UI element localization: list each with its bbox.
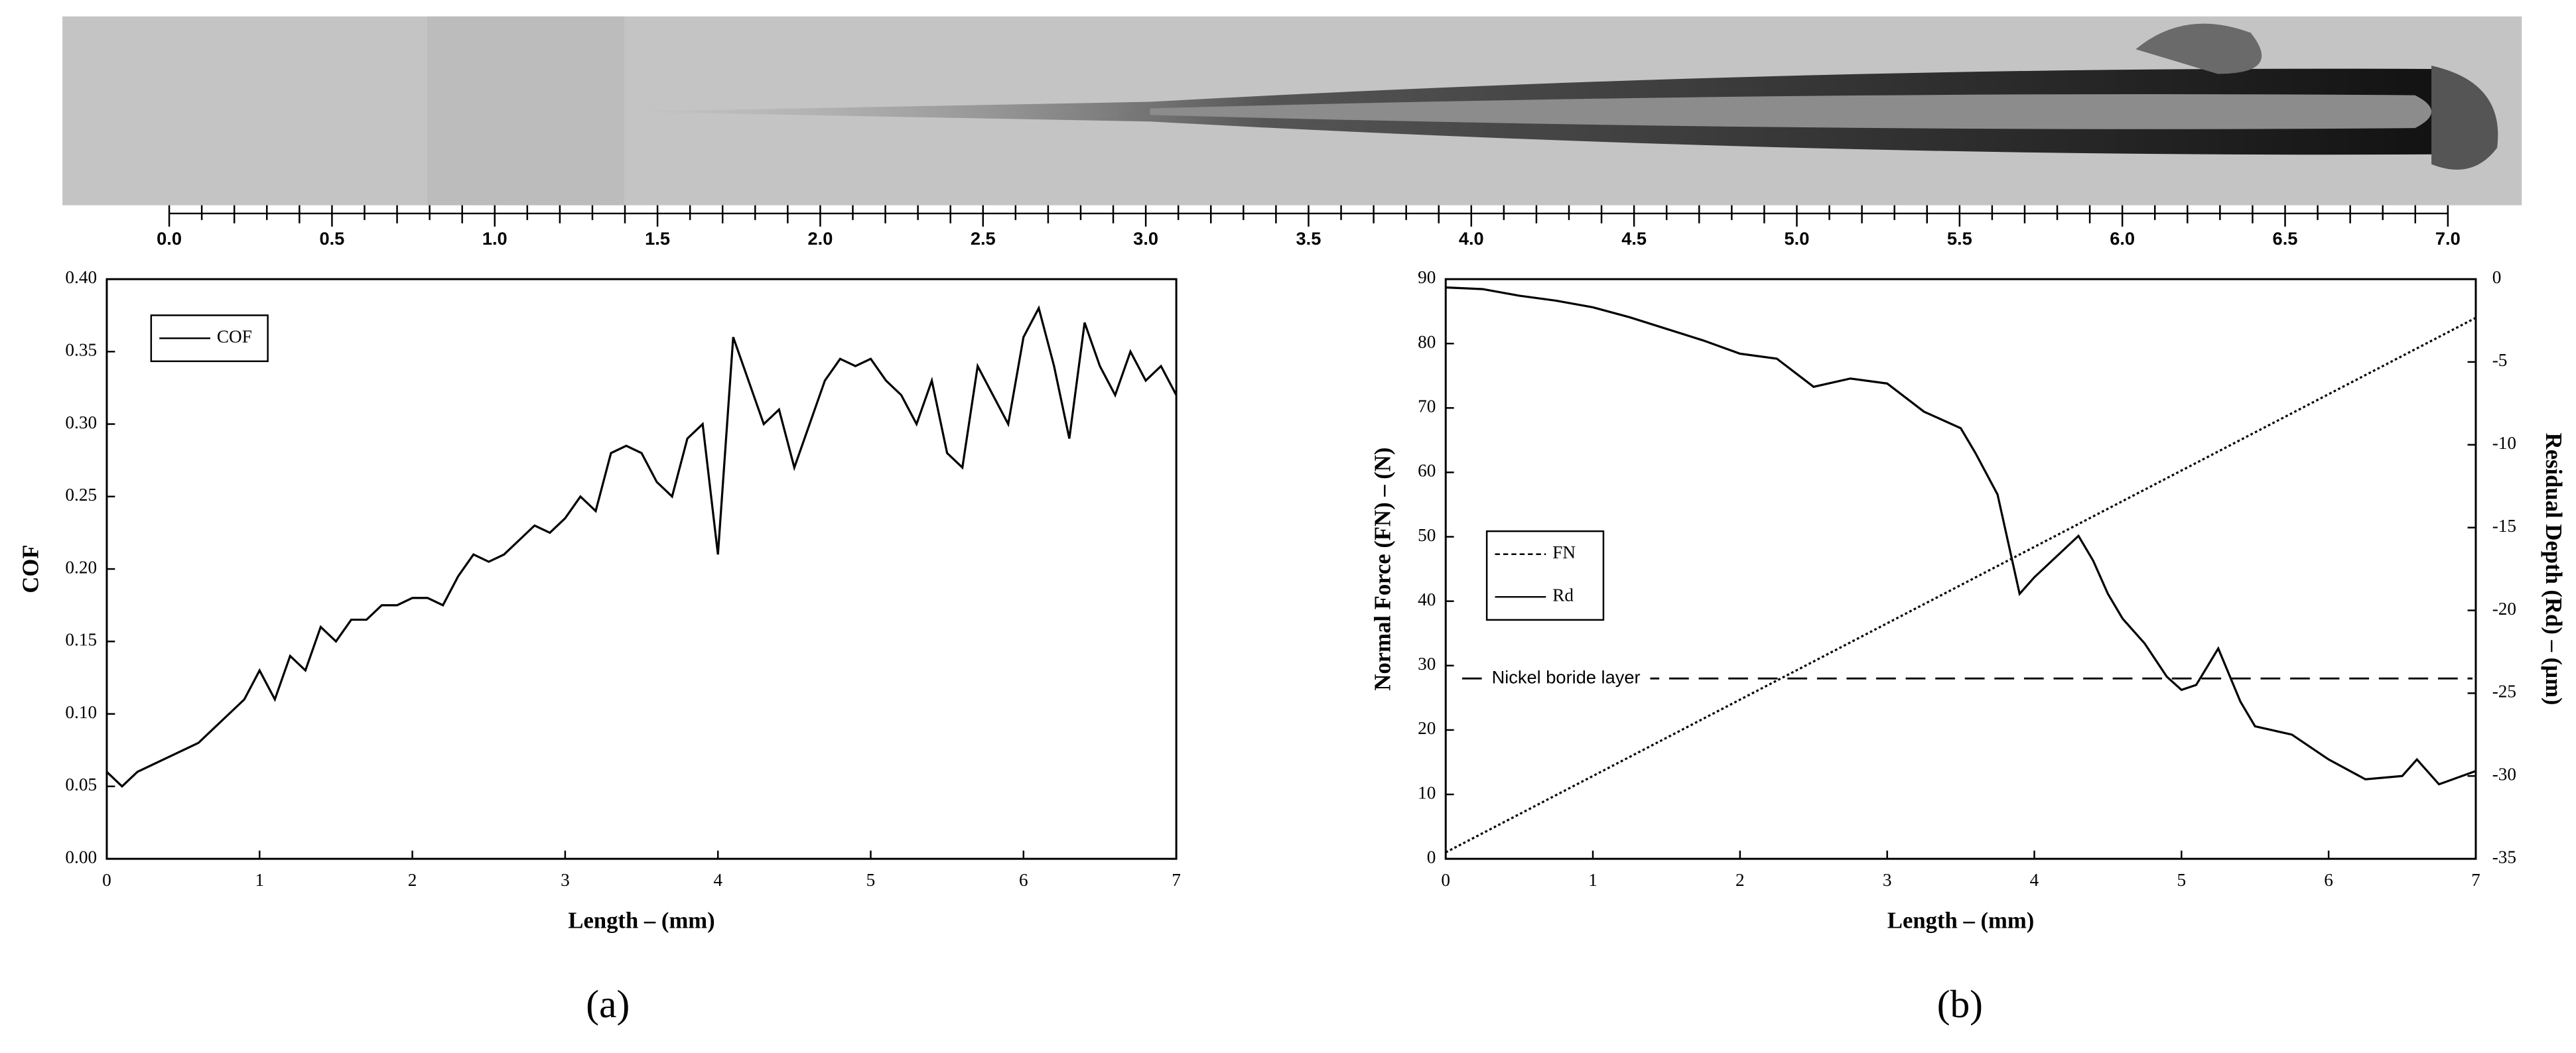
legend-label: COF xyxy=(217,326,252,346)
charts: 0 1 2 3 4 5 6 7 0.00 0.05 0.10 0.15 0.20 0.25 0.30 0.35… xyxy=(18,267,2565,1026)
x-tick-label: 6 xyxy=(1019,870,1028,890)
scale-label: 2.5 xyxy=(971,228,996,249)
y-tick-label: 90 xyxy=(1418,267,1436,287)
y-tick-label: 0 xyxy=(1427,847,1436,867)
legend-label: Rd xyxy=(1552,585,1574,605)
x-tick-label: 1 xyxy=(1588,870,1597,890)
scale-label: 5.0 xyxy=(1785,228,1810,249)
x-tick-label: 7 xyxy=(2471,870,2480,890)
plot-frame xyxy=(1444,278,2477,860)
x-tick-label: 1 xyxy=(255,870,264,890)
legend-label: FN xyxy=(1552,542,1576,562)
y2-tick-label: -35 xyxy=(2492,847,2516,867)
y-tick-label: 40 xyxy=(1418,589,1436,609)
scale-label: 0.0 xyxy=(157,228,182,249)
y-tick-label: 0.40 xyxy=(65,267,97,287)
y2-tick-label: -25 xyxy=(2492,682,2516,702)
y-tick-label: 0.05 xyxy=(65,774,97,794)
x-tick-label: 3 xyxy=(1883,870,1892,890)
annotation: Nickel boride layer xyxy=(1492,666,1641,687)
x-tick-label: 5 xyxy=(866,870,876,890)
y-tick-label: 80 xyxy=(1418,332,1436,351)
scale-label: 6.5 xyxy=(2273,228,2298,249)
scale-label: 6.0 xyxy=(2110,228,2135,249)
x-tick-label: 6 xyxy=(2324,870,2333,890)
x-tick-label: 7 xyxy=(1172,870,1181,890)
scale-bar: 0.0 0.5 1.0 1.5 2.0 2.5 3.0 3.5 4.0 4.5 5.0 5.5 6.0 6… xyxy=(157,205,2461,249)
y2-tick-label: -30 xyxy=(2492,765,2516,784)
y-tick-label: 20 xyxy=(1418,718,1436,738)
y-tick-label: 70 xyxy=(1418,397,1436,416)
y-tick-label: 0.30 xyxy=(65,412,97,432)
y-axis-title: COF xyxy=(18,544,43,593)
scale-label: 0.5 xyxy=(319,228,344,249)
scale-label: 1.0 xyxy=(482,228,508,249)
chart: 0 1 2 3 4 5 6 7 0.00 0.05 0.10 0.15 0.20 0.25 0.30 0.35… xyxy=(18,267,1180,1026)
x-tick-label: 0 xyxy=(102,870,111,890)
scale-label: 4.0 xyxy=(1459,228,1484,249)
panel-label: (a) xyxy=(586,982,630,1026)
y-tick-label: 30 xyxy=(1418,654,1436,674)
y-tick-label: 10 xyxy=(1418,782,1436,802)
annotation-background xyxy=(1481,663,1651,691)
plot-frame xyxy=(105,278,1178,860)
x-axis-title: Length – (mm) xyxy=(1887,908,2034,934)
scale-label: 4.5 xyxy=(1621,228,1647,249)
series-line xyxy=(1445,316,2476,853)
x-tick-label: 4 xyxy=(713,870,722,890)
y2-tick-label: -15 xyxy=(2492,516,2516,536)
x-tick-label: 2 xyxy=(408,870,417,890)
y2-tick-label: 0 xyxy=(2492,267,2502,287)
y-tick-label: 60 xyxy=(1418,461,1436,481)
series-line xyxy=(105,305,1178,788)
y-tick-label: 0.25 xyxy=(65,485,97,505)
x-tick-label: 3 xyxy=(561,870,570,890)
y-tick-label: 0.35 xyxy=(65,340,97,360)
y-tick-label: 0.10 xyxy=(65,702,97,722)
panel-label: (b) xyxy=(1937,982,1983,1026)
scratch-image xyxy=(62,16,2522,206)
y-tick-label: 0.00 xyxy=(65,847,97,867)
scale-label: 1.5 xyxy=(645,228,670,249)
x-axis-title: Length – (mm) xyxy=(568,908,714,934)
scale-label: 7.0 xyxy=(2435,228,2461,249)
scale-label: 3.5 xyxy=(1296,228,1322,249)
y2-tick-label: -20 xyxy=(2492,599,2516,619)
y2-axis-title: Residual Depth (Rd) – (µm) xyxy=(2541,433,2566,706)
x-tick-label: 5 xyxy=(2177,870,2186,890)
y-axis-title: Normal Force (FN) – (N) xyxy=(1371,448,1396,691)
scale-label: 5.5 xyxy=(1947,228,1972,249)
y-tick-label: 0.20 xyxy=(65,557,97,577)
scale-label: 2.0 xyxy=(807,228,833,249)
x-tick-label: 2 xyxy=(1735,870,1745,890)
series-line xyxy=(1446,286,2476,786)
y2-tick-label: -5 xyxy=(2492,350,2508,370)
y-tick-label: 0.15 xyxy=(65,630,97,650)
y-tick-label: 50 xyxy=(1418,525,1436,545)
x-tick-label: 0 xyxy=(1441,870,1450,890)
x-tick-label: 4 xyxy=(2030,870,2039,890)
y2-tick-label: -10 xyxy=(2492,433,2516,453)
legend-box xyxy=(1485,530,1605,621)
scale-label: 3.0 xyxy=(1133,228,1158,249)
